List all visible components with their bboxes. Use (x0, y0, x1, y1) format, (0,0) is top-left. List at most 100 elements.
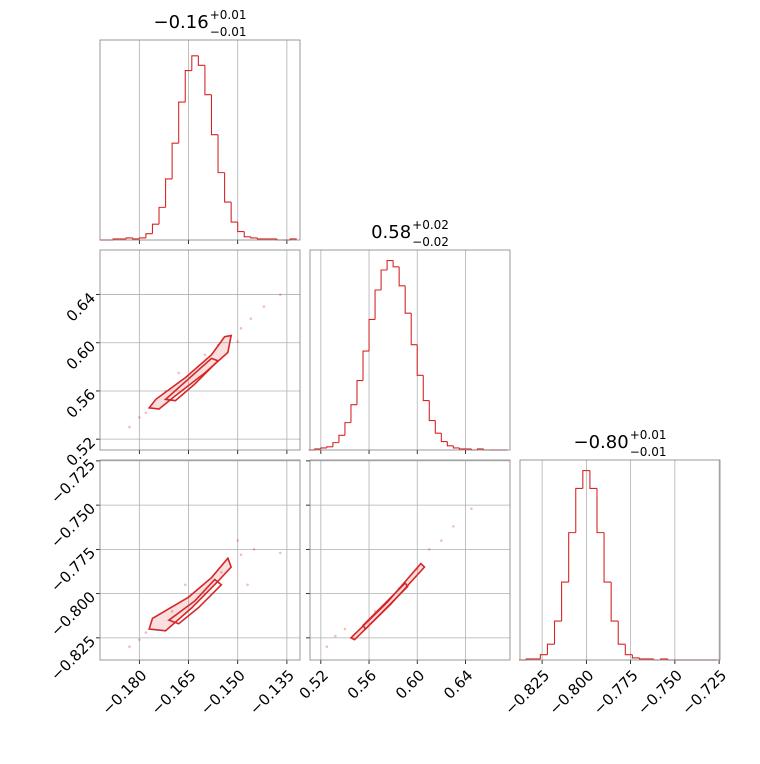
x-tick-label: −0.150 (197, 666, 249, 718)
hist-step (624, 644, 633, 656)
panel-frame (99, 39, 301, 241)
panel-title: −0.80 +0.01 −0.01 (574, 428, 667, 459)
hist-step (617, 621, 626, 645)
hist-step (145, 233, 153, 238)
hist-step (546, 643, 555, 655)
contour (147, 334, 233, 410)
panel-title: 0.58 +0.02 −0.02 (371, 218, 449, 249)
x-tick-label: 0.64 (440, 666, 476, 702)
hist-step (458, 447, 466, 450)
hist-step (344, 422, 351, 436)
hist-step (125, 237, 133, 239)
hist-step (243, 231, 251, 238)
contour (148, 556, 233, 632)
panel-frame (99, 249, 301, 451)
scatter-point (236, 340, 240, 343)
scatter-point (128, 425, 131, 429)
hist-step (386, 259, 394, 270)
hist-step (404, 285, 412, 314)
panel-frame (309, 249, 511, 451)
hist-step (338, 434, 345, 443)
scatter-point (144, 631, 148, 634)
hist-step (416, 344, 424, 376)
scatter-point (236, 539, 240, 542)
hist-step (380, 269, 388, 290)
x-tick-label: −0.135 (246, 666, 298, 718)
contour (349, 562, 426, 641)
panel-frame (309, 459, 511, 661)
hist-step (638, 657, 647, 660)
scatter-point (427, 548, 431, 551)
hist-step (568, 532, 576, 583)
hist-step (440, 433, 448, 443)
hist-step (237, 222, 245, 233)
scatter-point (452, 525, 455, 528)
x-tick-label: 0.52 (296, 666, 332, 702)
hist-step (210, 94, 219, 136)
hist-step (392, 260, 400, 268)
scatter-point (279, 293, 282, 296)
hist-step (132, 237, 140, 240)
scatter-point (177, 371, 180, 375)
hist-step (224, 172, 232, 203)
scatter-point (170, 610, 174, 613)
title-value: −0.80 (574, 432, 629, 453)
y-tick-label: −0.800 (47, 588, 99, 640)
y-tick-label: −0.825 (47, 632, 99, 684)
scatter-point (138, 638, 141, 641)
title-plus: +0.02 (412, 218, 449, 232)
x-tick-label: −0.775 (590, 666, 642, 718)
hist-step (553, 620, 562, 645)
scatter-point (440, 539, 443, 542)
hist-step (151, 223, 160, 234)
panel-title: −0.16 +0.01 −0.01 (154, 8, 247, 39)
x-tick-label: −0.725 (678, 666, 730, 718)
hist-step (250, 236, 258, 239)
hist-step (197, 55, 205, 66)
title-plus: +0.01 (630, 428, 667, 442)
hist-step (589, 470, 597, 489)
x-tick-label: 0.60 (392, 666, 428, 702)
hist-step (165, 178, 173, 208)
hist-step (631, 654, 640, 659)
hist-step (171, 142, 179, 179)
scatter-point (203, 353, 207, 357)
scatter-point (239, 327, 243, 330)
hist-step (326, 446, 333, 448)
contour (167, 578, 223, 625)
y-tick-label: 0.64 (63, 289, 99, 325)
x-tick-label: 0.56 (344, 666, 380, 702)
y-tick-label: −0.775 (47, 544, 99, 596)
x-tick-label: −0.165 (148, 666, 200, 718)
y-tick-label: 0.60 (63, 337, 99, 373)
scatter-point (252, 548, 256, 551)
hist-step (332, 442, 339, 447)
x-tick-label: −0.825 (501, 666, 553, 718)
scatter-point (249, 317, 253, 320)
title-value: 0.58 (371, 222, 411, 243)
hist-step (362, 350, 370, 381)
title-plus: +0.01 (210, 8, 247, 22)
hist-step (356, 379, 364, 405)
hist-step (603, 532, 612, 583)
hist-step (184, 69, 192, 103)
hist-step (582, 469, 590, 489)
hist-step (398, 266, 406, 287)
scatter-point (470, 507, 473, 510)
x-tick-label: −0.750 (634, 666, 686, 718)
y-tick-label: 0.56 (63, 385, 99, 421)
hist-step (575, 487, 583, 533)
scatter-point (262, 305, 266, 308)
scatter-point (325, 645, 329, 649)
hist-step (320, 447, 327, 449)
scatter-point (144, 411, 148, 414)
hist-step (374, 289, 382, 320)
hist-step (422, 375, 430, 402)
x-tick-label: −0.800 (545, 666, 597, 718)
scatter-point (246, 583, 249, 587)
title-minus: −0.01 (630, 445, 667, 459)
y-tick-label: −0.750 (47, 499, 99, 551)
scatter-point (239, 553, 243, 556)
panel-frame (519, 459, 721, 661)
